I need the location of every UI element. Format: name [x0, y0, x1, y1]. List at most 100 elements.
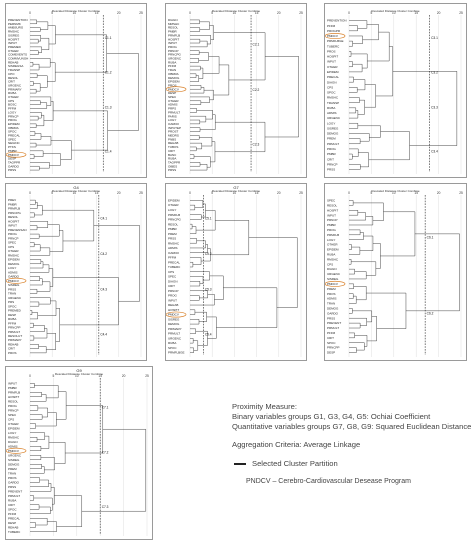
leaf-label: CRIT — [8, 347, 15, 351]
leaf-label: PRMFLB — [168, 213, 180, 217]
leaf-label: RMSHC — [8, 253, 20, 257]
leaf-label: CRIT — [168, 149, 175, 153]
dendrogram-links — [30, 383, 147, 532]
leaf-label: RESOL — [8, 215, 19, 219]
leaf-label: HOSPIT — [8, 37, 19, 41]
leaf-label: CPS — [8, 245, 14, 249]
panel-subtitle: Rescaled Distance Cluster Combine — [54, 372, 104, 376]
cluster-label: C3.3 — [431, 106, 438, 110]
leaf-label: OARDO — [168, 251, 180, 255]
leaf-label: EPIDEM — [168, 80, 180, 84]
panel-title: G9 — [76, 368, 82, 373]
leaf-label: OARDO — [327, 311, 339, 315]
leaf-label: MEDRS — [168, 134, 179, 138]
dendrogram-links — [30, 199, 140, 354]
leaf-label: BOSC — [8, 103, 17, 107]
leaf-label: TUBOS — [168, 145, 178, 149]
leaf-label: INPUT — [8, 41, 17, 45]
leaf-label: RMSHC — [327, 96, 339, 100]
tick-label: 15 — [98, 374, 102, 378]
leaf-label: PRNCP — [168, 49, 179, 53]
leaf-label: PRSS — [168, 168, 176, 172]
leaf-label: RUBA — [168, 60, 176, 64]
dendrogram: 0 5 10 15 20 25 EPIDEMOTHERLOGYPRMFLBPRNCPGRES… — [166, 191, 303, 357]
leaf-label: DIAGN — [327, 267, 337, 271]
leaf-label: CPO — [8, 72, 15, 76]
leaf-label: PREVENSAN — [8, 228, 27, 232]
leaf-label: INPUT — [8, 381, 17, 385]
cluster-label: C2.2 — [253, 88, 260, 92]
leaf-label: PRMULT — [168, 332, 180, 336]
leaf-label: PRNCP — [168, 289, 179, 293]
leaf-label: URGENC — [327, 272, 341, 276]
leaf-label: REHAB — [8, 342, 18, 346]
leaf-label: PROS — [327, 49, 336, 53]
leaf-label: SISREG — [327, 126, 339, 130]
highlight-ring — [6, 447, 27, 454]
leaf-label: TRAN — [168, 68, 176, 72]
leaf-label: URGENC — [8, 453, 22, 457]
leaf-label: PRNCPG — [168, 53, 182, 57]
dendrogram-panel-5: G7 Rescaled Distance Cluster Combine 0 5 1… — [165, 183, 307, 361]
leaf-label: RESOL — [168, 222, 179, 226]
tick-label: 10 — [73, 191, 77, 195]
leaf-label: SISREG — [8, 33, 20, 37]
cluster-label: C5.2 — [205, 252, 212, 256]
leaf-label: REHAB — [168, 141, 178, 145]
leaf-label: INPUT — [168, 41, 177, 45]
leaf-label: SPOC — [327, 341, 336, 345]
dendrogram: 0 5 10 15 20 25PREVENTIONPERNMKAMBSURGRMSHCSI… — [6, 11, 143, 174]
panel-subtitle: Rescaled Distance Cluster Combine — [51, 9, 101, 13]
cluster-label: C2.3 — [253, 143, 260, 147]
tick-label: 5 — [53, 374, 55, 378]
highlight-ring — [325, 280, 346, 287]
dendrogram: 0 5 10 15 20 25 INPUTPMBRPRMFLBHOSPITRESOLPROG… — [6, 374, 149, 536]
leaf-label: LOGY — [327, 121, 335, 125]
leaf-label: HOSPIT — [8, 219, 19, 223]
leaf-label: PMBR — [8, 386, 18, 390]
leaf-label: DESP — [327, 351, 335, 355]
leaf-label: RUBA — [327, 253, 335, 257]
leaf-label: PRNCPG — [8, 211, 22, 215]
leaf-label: DESP — [8, 157, 16, 161]
leaf-label: INPUT — [327, 213, 336, 217]
leaf-label: DIAGN — [168, 279, 178, 283]
leaf-label: OARDO — [168, 122, 180, 126]
leaf-label: PARIS — [168, 114, 177, 118]
leaf-label: ADMIS — [8, 444, 18, 448]
dendrogram: 0 5 10 15 20 25 PREVPMBRPRMFLBPRNCPGRESOLHOSPI… — [6, 191, 143, 357]
leaf-label: TRAN — [8, 292, 16, 296]
leaf-label: ADMIS — [168, 103, 178, 107]
tick-label: 10 — [233, 191, 237, 195]
leaf-label: DEMOG — [327, 132, 339, 136]
leaf-label: PREMED — [8, 309, 22, 313]
leaf-label: OTHER — [8, 249, 19, 253]
tick-label: 10 — [233, 11, 237, 15]
panel-title: G7 — [233, 185, 239, 190]
leaf-label: URGENC — [168, 57, 182, 61]
leaf-label: HOSPIT — [327, 208, 338, 212]
leaf-label: PTKS — [8, 145, 16, 149]
leaf-label: PRNCP — [8, 236, 19, 240]
leaf-label: PRIMARY — [8, 338, 22, 342]
leaf-label: TRAN — [8, 471, 16, 475]
leaf-label: SPEC — [8, 241, 17, 245]
leaf-label: PROG — [168, 45, 178, 49]
leaf-label: PRECAL — [8, 134, 20, 138]
tick-label: 20 — [117, 11, 121, 15]
leaf-label: SPEC — [8, 413, 17, 417]
program-label: PNDCV – Cerebro-Cardiovascular Desease P… — [246, 478, 411, 485]
leaf-label: PREVENT — [327, 321, 341, 325]
tick-label: 0 — [29, 191, 31, 195]
leaf-label: BANC — [168, 153, 177, 157]
leaf-label: CRIT — [327, 157, 334, 161]
leaf-label: RUBA — [8, 498, 16, 502]
leaf-label: URGENC — [8, 83, 22, 87]
leaf-label: LOGY — [8, 110, 16, 114]
leaf-label: PMBR — [8, 202, 18, 206]
dendrogram-links — [349, 200, 460, 353]
leaf-label: EPIDEM — [327, 248, 339, 252]
leaf-label: INPUT — [168, 298, 177, 302]
leaf-label: OTHER — [8, 422, 19, 426]
tick-label: 5 — [371, 191, 373, 195]
